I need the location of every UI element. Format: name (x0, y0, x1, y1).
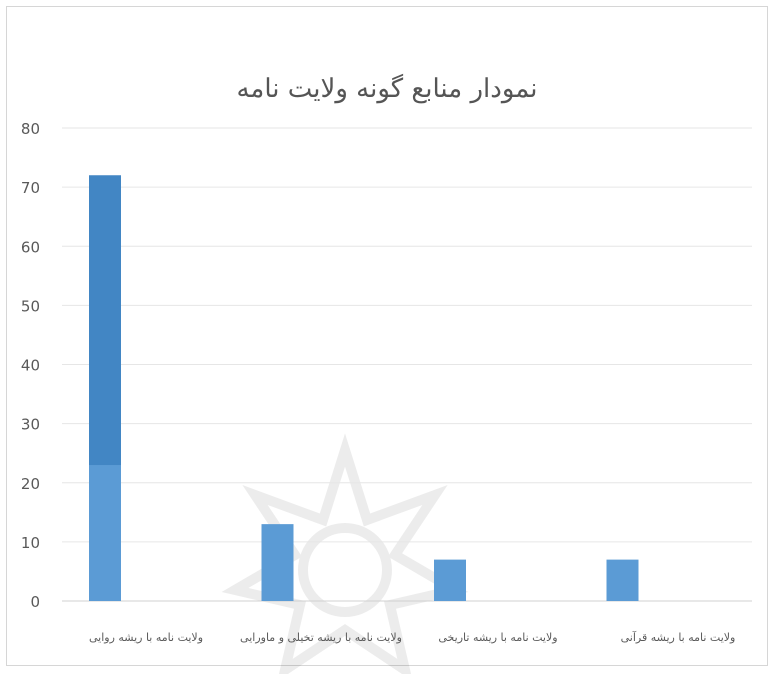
bar (606, 559, 639, 601)
chart-title: نمودار منابع گونه ولایت نامه (236, 74, 538, 104)
y-tick-label: 50 (21, 297, 40, 315)
x-axis-categories: ولایت نامه با ریشه روایی ولایت نامه با ری… (89, 630, 735, 644)
watermark-logo (221, 433, 469, 674)
x-category-label: ولایت نامه با ریشه قرآنی (621, 630, 736, 644)
y-tick-label: 10 (21, 534, 40, 552)
y-tick-label: 40 (21, 357, 40, 375)
x-category-label: ولایت نامه با ریشه تاریخی (438, 631, 557, 644)
x-category-label: ولایت نامه با ریشه روایی (89, 631, 203, 644)
y-axis-ticks: 0 10 20 30 40 50 60 70 80 (21, 120, 40, 611)
y-tick-label: 30 (21, 416, 40, 434)
gridlines (62, 127, 752, 602)
y-tick-label: 80 (21, 120, 40, 138)
bars (89, 175, 639, 602)
y-tick-label: 0 (30, 593, 40, 611)
y-tick-label: 70 (21, 179, 40, 197)
bar (434, 559, 466, 601)
bar-shade (89, 175, 121, 466)
y-tick-label: 20 (21, 475, 40, 493)
x-category-label: ولایت نامه با ریشه تخیلی و ماورایی (240, 631, 402, 644)
chart-frame (6, 6, 768, 666)
bar (261, 524, 294, 601)
y-tick-label: 60 (21, 238, 40, 256)
